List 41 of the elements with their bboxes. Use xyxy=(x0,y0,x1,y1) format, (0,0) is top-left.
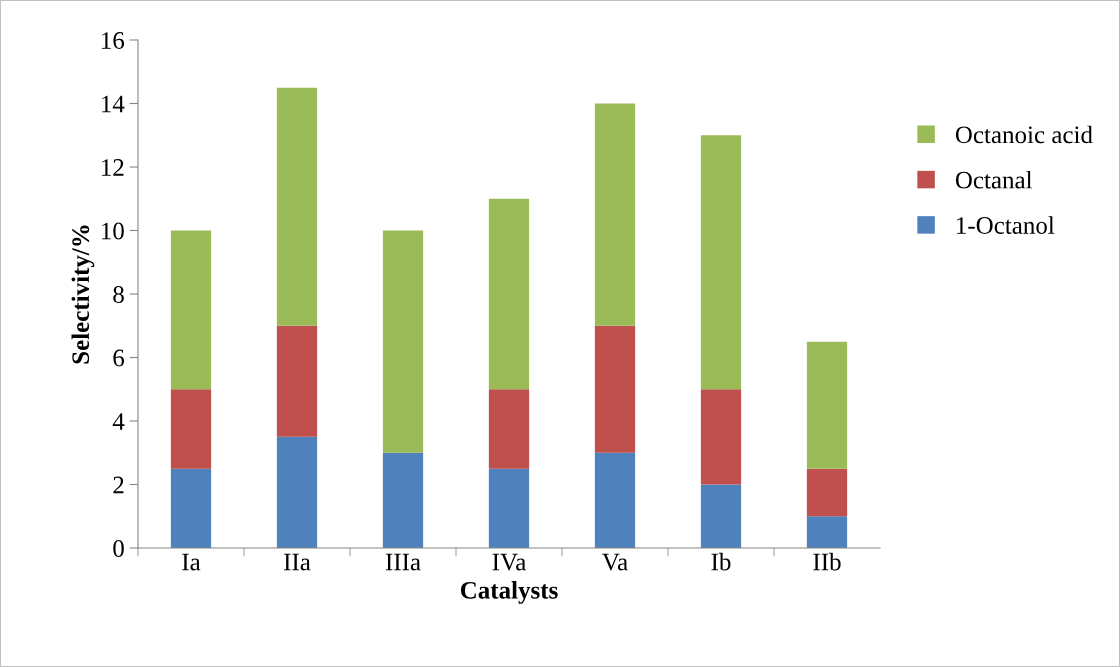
legend-label: Octanal xyxy=(955,170,1033,189)
bar xyxy=(170,468,212,548)
legend-label: Octanoic acid xyxy=(955,125,1093,144)
bar xyxy=(488,468,530,548)
y-tick-label: 10 xyxy=(102,222,124,240)
x-tick-label: Ib xyxy=(711,552,731,571)
bar xyxy=(700,484,742,548)
bar xyxy=(170,230,212,390)
y-tick-label: 6 xyxy=(113,349,125,367)
bar xyxy=(700,389,742,485)
x-tick-label: IIb xyxy=(813,552,841,571)
y-tick-label: 2 xyxy=(113,476,124,494)
bar xyxy=(806,341,848,469)
x-tick-label: Va xyxy=(602,553,628,571)
bar xyxy=(594,103,636,326)
y-tick-label: 4 xyxy=(112,413,125,430)
x-tick-label: IIa xyxy=(284,553,311,571)
bar xyxy=(806,516,848,548)
y-axis-title: Selectivity/% xyxy=(71,225,95,364)
x-tick-label: IIIa xyxy=(385,553,421,571)
bar xyxy=(382,452,424,548)
bar xyxy=(700,135,742,390)
x-tick-label: Ia xyxy=(182,553,201,571)
bar xyxy=(594,325,636,453)
bar xyxy=(488,198,530,390)
x-axis-title: Catalysts xyxy=(460,581,558,604)
bar xyxy=(806,468,848,517)
bar xyxy=(382,230,424,453)
y-tick-label: 0 xyxy=(113,540,124,557)
bar xyxy=(276,87,318,326)
bar xyxy=(170,389,212,469)
y-tick-label: 12 xyxy=(102,159,124,176)
legend-label: 1-Octanol xyxy=(957,216,1055,234)
y-tick-label: 16 xyxy=(102,32,125,49)
bar xyxy=(594,452,636,548)
y-tick-label: 8 xyxy=(113,286,124,303)
bar xyxy=(276,436,318,548)
bar xyxy=(276,325,318,437)
y-tick-label: 14 xyxy=(102,95,125,113)
bar xyxy=(488,389,530,469)
x-tick-label: IVa xyxy=(492,553,526,571)
